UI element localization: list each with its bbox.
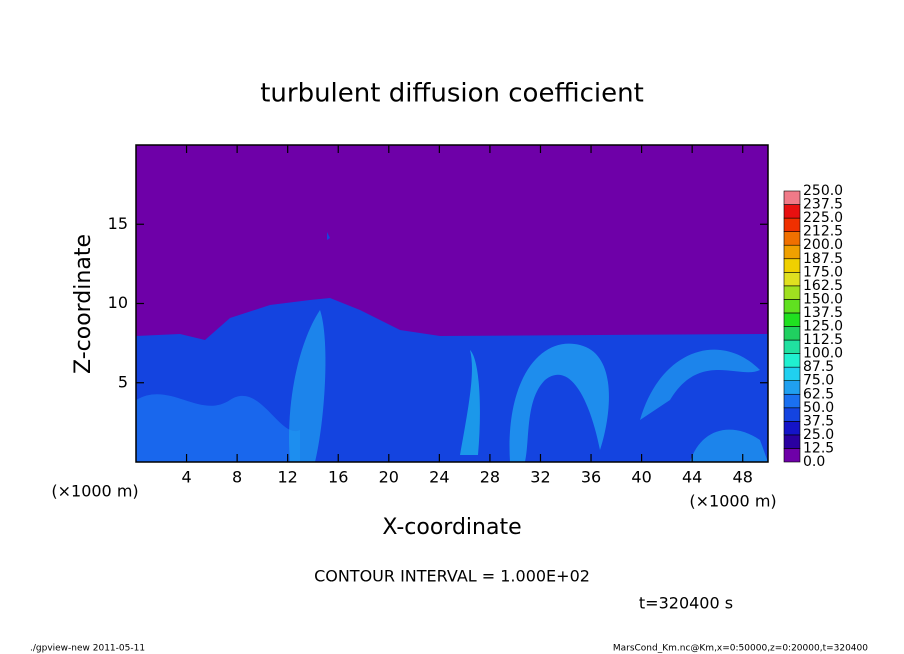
colorbar-segment [783,326,801,341]
colorbar-segment [783,244,801,260]
x-tick-label: 36 [581,468,601,487]
colorbar-label: 137.5 [803,305,843,321]
colorbar-label: 150.0 [803,291,843,307]
colorbar-label: 212.5 [803,224,843,240]
field-region [289,310,326,462]
colorbar-label: 125.0 [803,319,843,335]
colorbar-segment [783,217,801,232]
colorbar-segment [783,353,801,368]
colorbar-label: 50.0 [803,400,834,416]
x-unit-label: (×1000 m) [689,492,776,511]
field-region [460,350,480,455]
colorbar-segment [783,299,801,314]
colorbar-label: 112.5 [803,332,843,348]
y-tick-label: 15 [108,214,128,233]
footer-left: ./gpview-new 2011-05-11 [30,644,145,654]
colorbar-segment [783,380,801,395]
x-unit-label: (×1000 m) [51,482,138,501]
field [136,145,768,462]
colorbar-segment [783,393,801,409]
colorbar-label: 0.0 [803,454,825,470]
x-tick-label: 40 [631,468,651,487]
colorbar-segment [783,448,801,463]
colorbar-segment [783,366,801,381]
x-tick-label: 48 [733,468,753,487]
colorbar-segment [783,258,801,273]
x-tick-label: 24 [429,468,449,487]
colorbar-label: 75.0 [803,373,834,389]
x-tick-label: 8 [232,468,242,487]
colorbar-label: 237.5 [803,197,843,213]
field-region [640,349,760,420]
colorbar-segment [783,231,801,246]
colorbar-label: 175.0 [803,264,843,280]
colorbar-segment [783,285,801,300]
colorbar-label: 225.0 [803,210,843,226]
field-region [509,343,609,462]
colorbar-label: 12.5 [803,440,834,456]
colorbar-label: 25.0 [803,427,834,443]
colorbar-segment [783,434,801,449]
x-tick-label: 28 [480,468,500,487]
colorbar-label: 187.5 [803,251,843,267]
x-tick-label: 32 [530,468,550,487]
colorbar-label: 162.5 [803,278,843,294]
y-axis-label: Z-coordinate [71,234,96,374]
x-tick-label: 16 [328,468,348,487]
y-tick-label: 5 [118,372,128,391]
colorbar-label: 37.5 [803,413,834,429]
colorbar-segment [783,421,801,436]
x-axis-label: X-coordinate [382,515,521,540]
colorbar-label: 87.5 [803,359,834,375]
x-tick-label: 20 [379,468,399,487]
field-region [327,232,330,240]
colorbar-label: 62.5 [803,386,834,402]
colorbar-segment [783,312,801,327]
colorbar-label: 100.0 [803,346,843,362]
footer-right: MarsCond_Km.nc@Km,x=0:50000,z=0:20000,t=… [613,644,868,654]
chart-title: turbulent diffusion coefficient [260,79,644,109]
colorbar-segment [783,339,801,354]
colorbar-segment [783,271,801,287]
time-label: t=320400 s [639,594,733,613]
field-region [690,429,768,462]
field-region [136,394,300,462]
colorbar-segment [783,204,801,219]
x-tick-label: 12 [278,468,298,487]
colorbar-segment [783,407,801,422]
colorbar-label: 250.0 [803,183,843,199]
x-tick-label: 44 [682,468,702,487]
contour-interval: CONTOUR INTERVAL = 1.000E+02 [314,567,590,586]
y-tick-label: 10 [108,293,128,312]
colorbar-segment [783,190,801,205]
colorbar-label: 200.0 [803,237,843,253]
x-tick-label: 4 [181,468,191,487]
